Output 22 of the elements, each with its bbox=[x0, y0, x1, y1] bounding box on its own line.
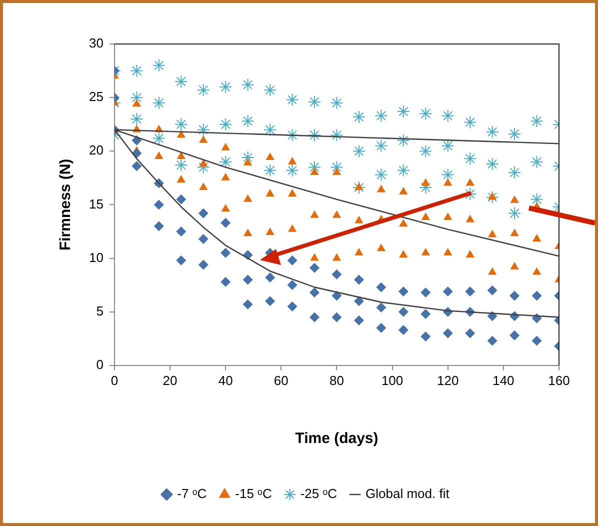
legend-label: -15 ᵒC bbox=[235, 486, 272, 502]
legend-label: -25 ᵒC bbox=[300, 486, 338, 502]
x-tick-label: 0 bbox=[110, 372, 118, 388]
y-tick-label: 10 bbox=[88, 250, 104, 265]
y-tick-label: 0 bbox=[96, 356, 104, 372]
x-tick-label: 140 bbox=[492, 372, 514, 388]
x-tick-label: 120 bbox=[437, 372, 459, 388]
x-tick-label: 100 bbox=[381, 372, 404, 388]
y-tick-label: 20 bbox=[88, 142, 104, 158]
x-tick-label: 80 bbox=[329, 372, 344, 388]
y-tick-label: 30 bbox=[88, 36, 104, 51]
y-tick-label: 15 bbox=[88, 196, 104, 212]
y-tick-label: 25 bbox=[88, 89, 104, 104]
y-axis-title: Firmness (N) bbox=[57, 158, 74, 251]
x-tick-label: 160 bbox=[548, 372, 570, 388]
x-tick-label: 40 bbox=[218, 372, 233, 388]
x-tick-label: 20 bbox=[162, 372, 178, 388]
x-axis-title: Time (days) bbox=[295, 430, 378, 448]
y-tick-label: 5 bbox=[96, 303, 104, 318]
x-tick-label: 60 bbox=[274, 372, 288, 388]
legend-label: -7 ᵒC bbox=[177, 486, 207, 502]
legend-label: Global mod. fit bbox=[366, 486, 450, 502]
